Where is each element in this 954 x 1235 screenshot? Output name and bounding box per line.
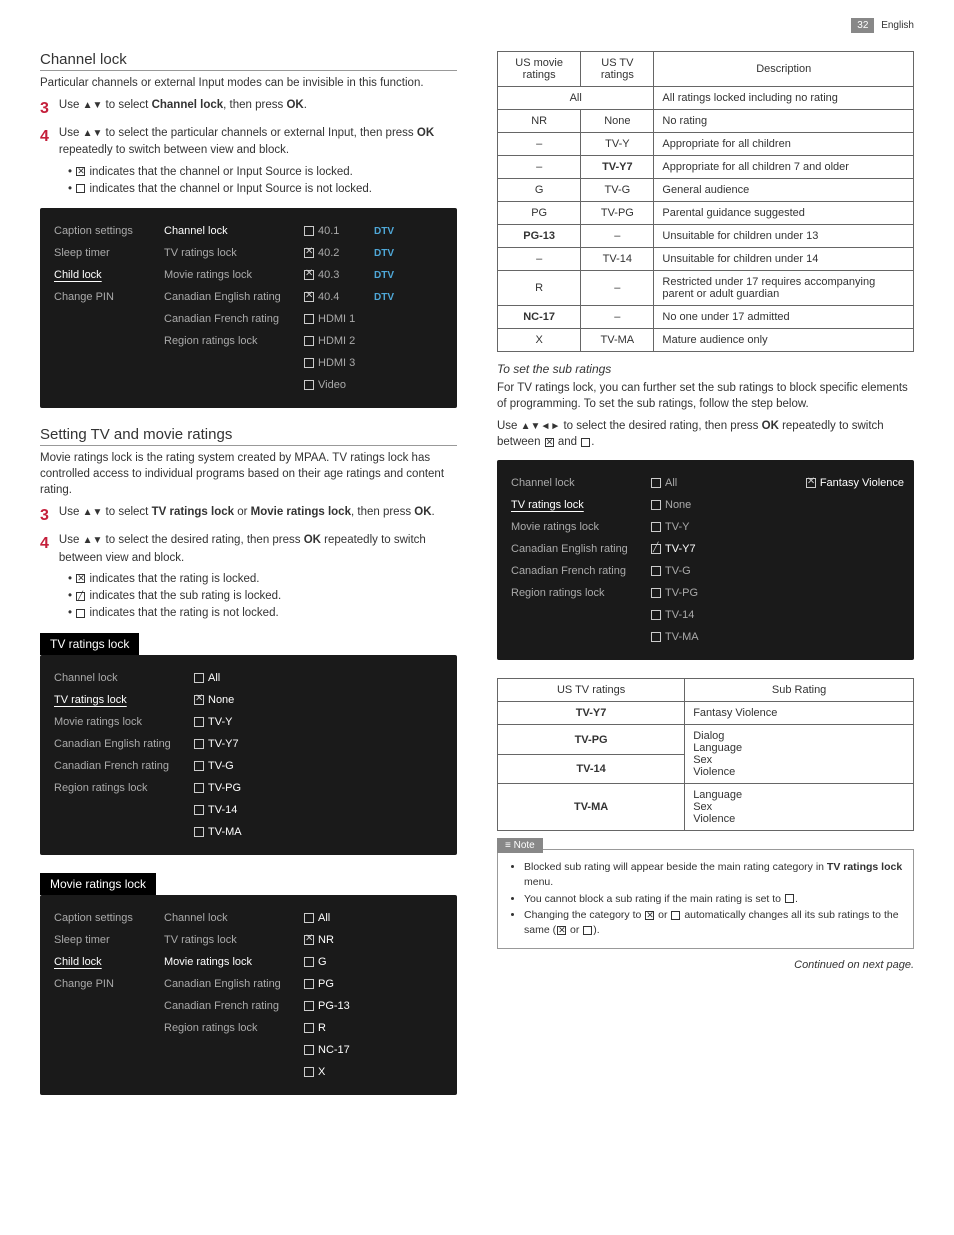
rating-step-3: 3 Use ▲▼ to select TV ratings lock or Mo… [40,504,457,528]
bullet-locked: • indicates that the channel or Input So… [68,164,457,181]
movie-ratings-menu: Caption settingsChannel lockAll Sleep ti… [40,895,457,1095]
th-desc: Description [654,52,914,87]
tv-ratings-bar: TV ratings lock [40,633,139,655]
note-item-1: Blocked sub rating will appear beside th… [524,860,903,889]
rating-bullet-1: • indicates that the rating is locked. [68,571,457,588]
page-lang: English [881,20,914,31]
note-box: Note Blocked sub rating will appear besi… [497,849,914,948]
th-tv: US TV ratings [581,52,654,87]
setting-ratings-title: Setting TV and movie ratings [40,426,457,446]
movie-ratings-bar: Movie ratings lock [40,873,156,895]
step-4: 4 Use ▲▼ to select the particular channe… [40,125,457,160]
step-num-3: 3 [40,97,49,121]
step-3: 3 Use ▲▼ to select Channel lock, then pr… [40,97,457,121]
channel-lock-intro: Particular channels or external Input mo… [40,75,457,91]
note-item-2: You cannot block a sub rating if the mai… [524,892,903,907]
note-label: Note [497,838,543,853]
rating-bullet-3: • indicates that the rating is not locke… [68,605,457,622]
sub-ratings-menu: Channel lockAllFantasy Violence TV ratin… [497,460,914,660]
continued-text: Continued on next page. [497,959,914,971]
channel-lock-menu: Caption settingsChannel lock40.1DTV Slee… [40,208,457,408]
bullet-unlocked: • indicates that the channel or Input So… [68,181,457,198]
sub-ratings-intro: For TV ratings lock, you can further set… [497,380,914,412]
setting-ratings-intro: Movie ratings lock is the rating system … [40,450,457,498]
left-column: Channel lock Particular channels or exte… [40,51,457,1113]
sub-ratings-heading: To set the sub ratings [497,362,914,376]
page-number: 32 [851,18,874,33]
rating-step-4: 4 Use ▲▼ to select the desired rating, t… [40,532,457,567]
ratings-table: US movie ratings US TV ratings Descripti… [497,51,914,352]
th-movie: US movie ratings [498,52,581,87]
step-num-4: 4 [40,125,49,160]
channel-lock-title: Channel lock [40,51,457,71]
sub-ratings-instruction: Use ▲▼◄► to select the desired rating, t… [497,418,914,450]
tv-ratings-menu: Channel lockAll TV ratings lockNone Movi… [40,655,457,855]
right-column: US movie ratings US TV ratings Descripti… [497,51,914,1113]
rating-bullet-2: • indicates that the sub rating is locke… [68,588,457,605]
sub-rating-table: US TV ratings Sub Rating TV-Y7Fantasy Vi… [497,678,914,831]
page-header: 32 English [40,20,914,31]
note-item-3: Changing the category to or automaticall… [524,908,903,937]
